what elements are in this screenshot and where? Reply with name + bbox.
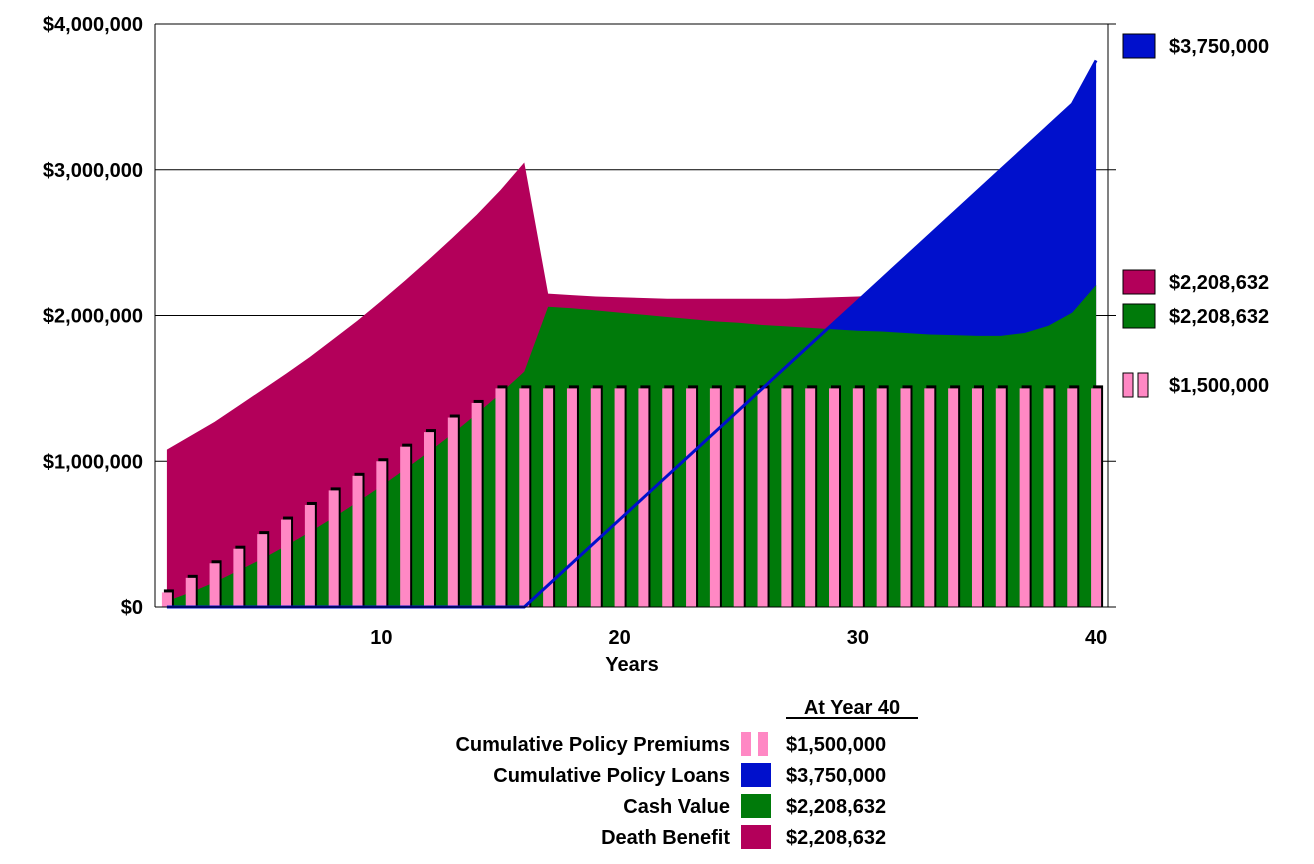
- x-tick-label: 10: [370, 627, 392, 649]
- plot-frame: [154, 24, 1109, 608]
- premium-bar: [1043, 388, 1054, 607]
- y-tick-label: $0: [121, 597, 143, 619]
- premium-bar: [852, 388, 863, 607]
- premium-bar: [233, 548, 244, 607]
- premium-bar: [829, 388, 840, 607]
- summary-row-value: $2,208,632: [786, 827, 886, 849]
- summary-row-value: $1,500,000: [786, 734, 886, 756]
- premium-bar: [590, 388, 601, 607]
- premium-swatch-bar: [758, 732, 768, 756]
- premium-bar: [924, 388, 935, 607]
- policy-loans-swatch: [741, 763, 771, 787]
- x-axis-tick-labels: 10 20 30 40: [370, 627, 1107, 649]
- premium-bar: [281, 519, 292, 607]
- summary-row-label: Cash Value: [623, 796, 730, 818]
- premium-bar: [757, 388, 768, 607]
- x-tick-label: 20: [608, 627, 630, 649]
- end-value-label: $2,208,632: [1169, 272, 1269, 294]
- summary-row-value: $3,750,000: [786, 765, 886, 787]
- premium-bar: [566, 388, 577, 607]
- y-tick-label: $3,000,000: [43, 160, 143, 182]
- premium-swatch-bar: [1122, 372, 1134, 398]
- summary-table: At Year 40 Cumulative Policy Premiums $1,5…: [455, 697, 918, 849]
- premium-bar: [209, 563, 220, 607]
- y-tick-label: $2,000,000: [43, 306, 143, 328]
- y-tick-label: $1,000,000: [43, 451, 143, 473]
- death-benefit-swatch: [741, 825, 771, 849]
- premium-bar: [423, 432, 434, 607]
- death-benefit-swatch: [1122, 269, 1156, 295]
- premium-bar: [519, 388, 530, 607]
- premium-bar: [1019, 388, 1030, 607]
- cash-value-swatch: [741, 794, 771, 818]
- premium-bar: [328, 490, 339, 607]
- premium-bar: [400, 446, 411, 607]
- summary-row-value: $2,208,632: [786, 796, 886, 818]
- premium-bar: [495, 388, 506, 607]
- premium-bar: [876, 388, 887, 607]
- end-value-label: $3,750,000: [1169, 36, 1269, 58]
- x-tick-label: 40: [1085, 627, 1107, 649]
- premium-bar: [352, 475, 363, 607]
- premium-bar: [709, 388, 720, 607]
- premium-bar: [614, 388, 625, 607]
- premium-bar: [1091, 388, 1102, 607]
- premium-bar: [805, 388, 816, 607]
- cash-value-swatch: [1122, 303, 1156, 329]
- end-value-label: $1,500,000: [1169, 375, 1269, 397]
- summary-row-label: Death Benefit: [601, 827, 730, 849]
- premium-bar: [161, 592, 172, 607]
- premium-bar: [185, 577, 196, 607]
- y-axis-tick-labels: $0 $1,000,000 $2,000,000 $3,000,000 $4,000,0…: [43, 14, 143, 619]
- premium-bars: [161, 385, 1104, 607]
- premium-bar: [447, 417, 458, 607]
- x-axis-label: Years: [605, 654, 658, 676]
- summary-row-label: Cumulative Policy Loans: [493, 765, 730, 787]
- premium-bar: [733, 388, 744, 607]
- premium-bar: [900, 388, 911, 607]
- premium-bar: [948, 388, 959, 607]
- premium-swatch-bar: [741, 732, 751, 756]
- premium-bar: [376, 461, 387, 607]
- premium-bar: [304, 504, 315, 607]
- summary-row-label: Cumulative Policy Premiums: [455, 734, 730, 756]
- premium-bar: [995, 388, 1006, 607]
- premium-swatch-bar: [1137, 372, 1149, 398]
- premium-bar: [257, 534, 268, 607]
- summary-header: At Year 40: [804, 697, 900, 719]
- end-value-label: $2,208,632: [1169, 306, 1269, 328]
- premium-bar: [686, 388, 697, 607]
- premium-bar: [543, 388, 554, 607]
- policy-loans-swatch: [1122, 33, 1156, 59]
- premium-bar: [781, 388, 792, 607]
- y-tick-label: $4,000,000: [43, 14, 143, 36]
- premium-bar: [971, 388, 982, 607]
- x-tick-label: 30: [847, 627, 869, 649]
- premium-bar: [471, 402, 482, 607]
- premium-bar: [1067, 388, 1078, 607]
- end-value-legend: $3,750,000 $2,208,632 $2,208,632 $1,500,000: [1122, 33, 1269, 398]
- premium-bar: [662, 388, 673, 607]
